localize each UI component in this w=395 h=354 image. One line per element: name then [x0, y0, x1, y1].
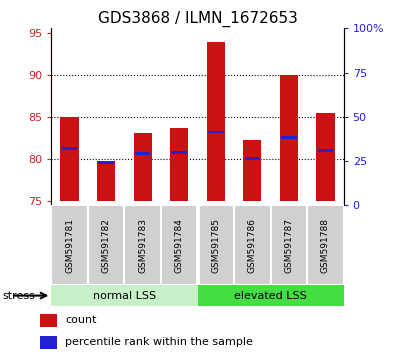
Title: GDS3868 / ILMN_1672653: GDS3868 / ILMN_1672653 [98, 11, 297, 27]
Bar [318, 149, 333, 152]
Text: GSM591785: GSM591785 [211, 218, 220, 273]
Text: GSM591784: GSM591784 [175, 218, 184, 273]
Text: GSM591782: GSM591782 [102, 218, 111, 273]
Bar [51, 205, 88, 285]
Bar [171, 151, 187, 154]
Bar [51, 285, 198, 306]
Bar [243, 139, 261, 201]
Bar [281, 136, 297, 139]
Bar [97, 161, 115, 201]
Bar [40, 314, 57, 327]
Bar [135, 152, 150, 155]
Bar [307, 205, 344, 285]
Text: GSM591781: GSM591781 [65, 218, 74, 273]
Text: GSM591783: GSM591783 [138, 218, 147, 273]
Bar [316, 113, 335, 201]
Bar [280, 75, 298, 201]
Text: normal LSS: normal LSS [93, 291, 156, 301]
Bar [207, 42, 225, 201]
Text: percentile rank within the sample: percentile rank within the sample [65, 337, 253, 348]
Bar [62, 147, 77, 150]
Text: GSM591788: GSM591788 [321, 218, 330, 273]
Bar [60, 117, 79, 201]
Bar [124, 205, 161, 285]
Bar [88, 205, 124, 285]
Bar [245, 158, 260, 160]
Bar [198, 285, 344, 306]
Bar [271, 205, 307, 285]
Text: stress: stress [2, 291, 35, 301]
Bar [198, 205, 234, 285]
Text: GSM591786: GSM591786 [248, 218, 257, 273]
Text: GSM591787: GSM591787 [284, 218, 293, 273]
Bar [98, 161, 114, 164]
Text: count: count [65, 315, 97, 325]
Bar [208, 131, 224, 133]
Bar [134, 133, 152, 201]
Bar [170, 128, 188, 201]
Bar [234, 205, 271, 285]
Bar [161, 205, 198, 285]
Text: elevated LSS: elevated LSS [234, 291, 307, 301]
Bar [40, 336, 57, 349]
